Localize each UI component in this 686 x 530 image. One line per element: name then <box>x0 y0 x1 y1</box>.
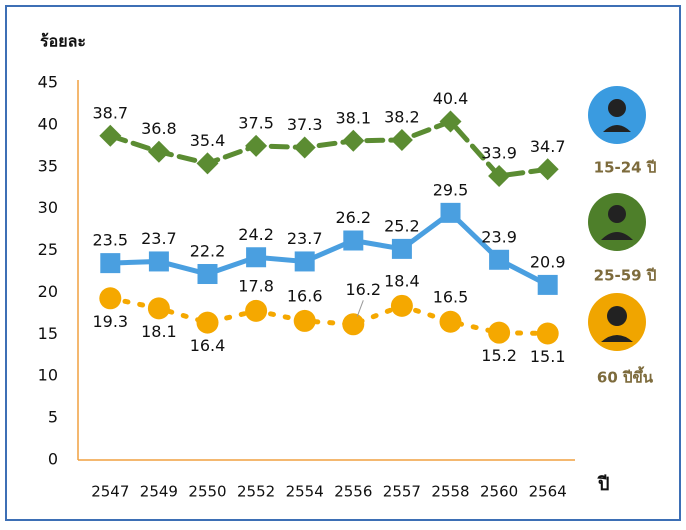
data-label: 16.5 <box>433 287 469 306</box>
marker <box>439 110 462 133</box>
y-tick-label: 30 <box>38 198 58 217</box>
marker <box>536 158 559 181</box>
x-tick-label: 2556 <box>334 483 372 501</box>
y-tick-label: 40 <box>38 114 58 133</box>
y-tick-label: 15 <box>38 324 58 343</box>
data-label: 29.5 <box>433 180 469 199</box>
icon-2 <box>588 193 646 251</box>
legend-label: 25-59 ปี <box>594 267 657 285</box>
x-tick-label: 2564 <box>529 483 567 501</box>
marker <box>148 251 169 272</box>
data-label: 25.2 <box>384 216 420 235</box>
y-axis-title: ร้อยละ <box>40 32 86 51</box>
marker <box>440 202 461 223</box>
data-label: 15.2 <box>481 346 517 365</box>
y-tick-label: 0 <box>48 450 58 469</box>
leader-line <box>356 300 364 317</box>
data-label: 23.5 <box>92 231 128 250</box>
x-tick-label: 2558 <box>431 483 469 501</box>
y-tick-label: 35 <box>38 156 58 175</box>
data-label: 19.3 <box>92 312 128 331</box>
x-tick-label: 2549 <box>140 483 178 501</box>
legend-label: 60 ปีขึ้น <box>597 366 654 387</box>
marker <box>147 297 170 320</box>
x-tick-label: 2552 <box>237 483 275 501</box>
data-label: 24.2 <box>238 225 274 244</box>
data-label: 37.5 <box>238 113 274 132</box>
marker <box>342 313 365 336</box>
data-label: 35.4 <box>190 131 226 150</box>
data-label: 38.2 <box>384 107 420 126</box>
x-tick-label: 2554 <box>286 483 324 501</box>
x-tick-label: 2560 <box>480 483 518 501</box>
marker <box>342 129 365 152</box>
marker <box>294 251 315 272</box>
marker <box>537 274 558 295</box>
marker <box>147 140 170 163</box>
data-label: 16.2 <box>345 280 381 299</box>
data-label: 34.7 <box>530 137 566 156</box>
marker <box>245 299 268 322</box>
marker <box>293 309 316 332</box>
data-label: 38.7 <box>92 103 128 122</box>
data-label: 16.4 <box>190 336 226 355</box>
y-tick-label: 45 <box>38 73 58 92</box>
marker <box>293 136 316 159</box>
data-label: 15.1 <box>530 347 566 366</box>
marker <box>343 230 364 251</box>
icon-3 <box>588 293 646 351</box>
x-tick-label: 2557 <box>383 483 421 501</box>
marker <box>245 134 268 157</box>
data-label: 22.2 <box>190 242 226 261</box>
marker <box>99 287 122 310</box>
marker <box>100 253 121 274</box>
data-label: 33.9 <box>481 143 517 162</box>
marker <box>439 310 462 333</box>
marker <box>390 128 413 151</box>
y-tick-label: 25 <box>38 240 58 259</box>
series-line <box>107 209 551 288</box>
marker <box>489 249 510 270</box>
marker <box>536 322 559 345</box>
marker <box>99 124 122 147</box>
x-tick-label: 2547 <box>91 483 129 501</box>
y-tick-label: 5 <box>48 408 58 427</box>
marker <box>488 321 511 344</box>
data-label: 16.6 <box>287 286 323 305</box>
data-label: 17.8 <box>238 276 274 295</box>
marker <box>390 294 413 317</box>
data-label: 40.4 <box>433 89 469 108</box>
data-label: 26.2 <box>335 208 371 227</box>
icon-1 <box>588 86 646 144</box>
x-axis-title: ปี <box>597 474 610 495</box>
marker <box>196 311 219 334</box>
x-tick-label: 2550 <box>188 483 226 501</box>
marker <box>391 238 412 259</box>
data-label: 38.1 <box>335 108 371 127</box>
y-tick-label: 10 <box>38 366 58 385</box>
series-line <box>107 295 551 336</box>
marker <box>488 164 511 187</box>
data-label: 18.4 <box>384 271 420 290</box>
data-label: 37.3 <box>287 115 323 134</box>
marker <box>246 247 267 268</box>
marker <box>196 152 219 175</box>
legend-label: 15-24 ปี <box>594 159 657 177</box>
data-label: 36.8 <box>141 119 177 138</box>
series-line <box>107 118 551 179</box>
data-label: 20.9 <box>530 252 566 271</box>
data-label: 18.1 <box>141 322 177 341</box>
y-tick-label: 20 <box>38 282 58 301</box>
data-label: 23.9 <box>481 227 517 246</box>
data-label: 23.7 <box>141 229 177 248</box>
marker <box>197 264 218 285</box>
data-label: 23.7 <box>287 229 323 248</box>
